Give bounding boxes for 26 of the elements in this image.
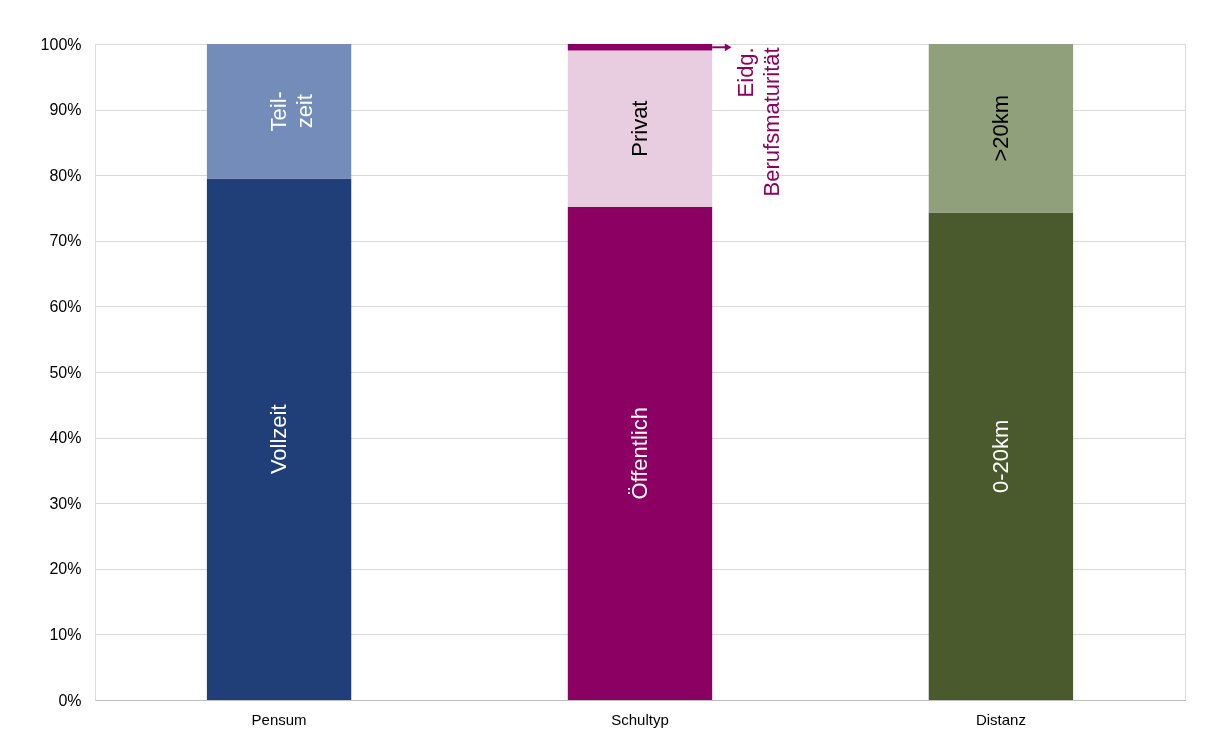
bar — [928, 212, 1074, 700]
data-label: Öffentlich — [627, 407, 652, 500]
data-label: >20km — [987, 94, 1013, 162]
x-tick-label: Distanz — [975, 710, 1026, 728]
y-tick-label: 90% — [49, 101, 82, 119]
data-label: Eidg. Berufsmaturität — [733, 47, 785, 197]
bar — [928, 44, 1074, 213]
y-tick-label: 20% — [49, 560, 82, 578]
y-tick-label: 0% — [58, 691, 82, 709]
x-tick-label: Schultyp — [611, 710, 669, 728]
data-label: 0-20km — [987, 419, 1013, 493]
x-tick-label: Pensum — [251, 710, 307, 728]
y-tick-label: 70% — [49, 232, 82, 250]
bar — [567, 50, 713, 207]
y-tick-label: 40% — [49, 429, 82, 447]
bar — [206, 44, 352, 179]
data-label: Teil- zeit — [266, 91, 318, 132]
y-tick-label: 100% — [40, 35, 82, 53]
y-tick-label: 50% — [49, 363, 82, 381]
bar — [206, 178, 352, 700]
y-tick-label: 60% — [49, 297, 82, 315]
data-label: Vollzeit — [266, 404, 292, 475]
y-tick-label: 10% — [49, 625, 82, 643]
data-label: Privat — [627, 100, 652, 157]
y-tick-label: 30% — [49, 494, 82, 512]
y-tick-label: 80% — [49, 166, 82, 184]
